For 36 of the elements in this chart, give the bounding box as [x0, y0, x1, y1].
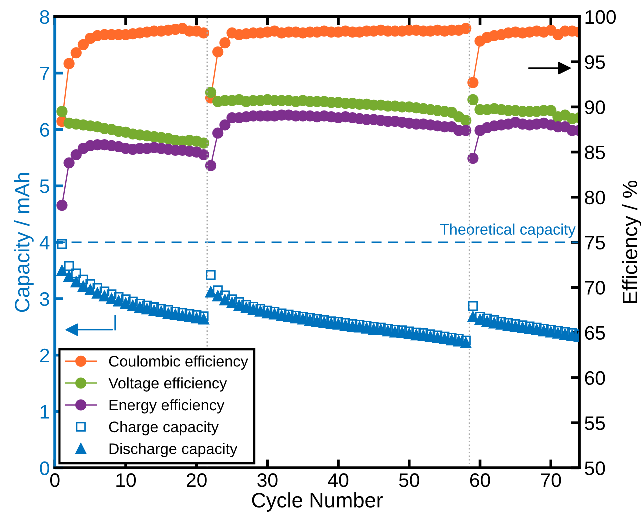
y-tick-label: 5 — [40, 180, 50, 194]
x-tick-label: 60 — [470, 474, 490, 488]
x-axis-title: Cycle Number — [252, 492, 383, 512]
legend-label: Energy efficiency — [110, 399, 225, 414]
y-tick-label: 0 — [40, 462, 50, 476]
y2-tick-label: 50 — [585, 462, 606, 476]
y-tick-label: 3 — [40, 292, 50, 306]
y2-tick-label: 90 — [585, 100, 606, 114]
ref-line-label: Theoretical capacity — [440, 224, 576, 238]
legend-label: Voltage efficiency — [108, 378, 228, 392]
y-tick-label: 8 — [40, 10, 50, 24]
y-tick-label: 6 — [40, 123, 50, 137]
y-axis-title: Capacity / mAh — [14, 173, 34, 312]
legend-label: Discharge capacity — [110, 443, 238, 458]
x-tick-label: 30 — [258, 474, 278, 488]
legend-label: Charge capacity — [109, 421, 219, 436]
y2-tick-label: 70 — [585, 281, 606, 295]
x-tick-label: 40 — [328, 474, 349, 488]
x-tick-label: 70 — [541, 474, 562, 488]
x-tick-label: 0 — [50, 474, 60, 488]
y-tick-label: 2 — [40, 348, 50, 362]
y2-tick-label: 95 — [585, 56, 606, 70]
x-tick-label: 10 — [116, 474, 136, 488]
x-tick-label: 20 — [187, 474, 207, 488]
y2-tick-label: 80 — [585, 190, 606, 205]
y2-tick-label: 55 — [585, 416, 606, 430]
y-tick-label: 1 — [40, 405, 50, 419]
x-tick-label: 50 — [399, 474, 420, 488]
y2-tick-label: 65 — [585, 326, 606, 340]
y2-tick-label: 85 — [585, 146, 606, 160]
y2-tick-label: 100 — [586, 10, 616, 24]
y2-tick-label: 60 — [585, 371, 606, 386]
y-tick-label: 7 — [40, 67, 50, 80]
legend-label: Coulombic efficiency — [109, 356, 248, 370]
y2-tick-label: 75 — [585, 236, 606, 250]
y-tick-label: 4 — [40, 236, 50, 250]
